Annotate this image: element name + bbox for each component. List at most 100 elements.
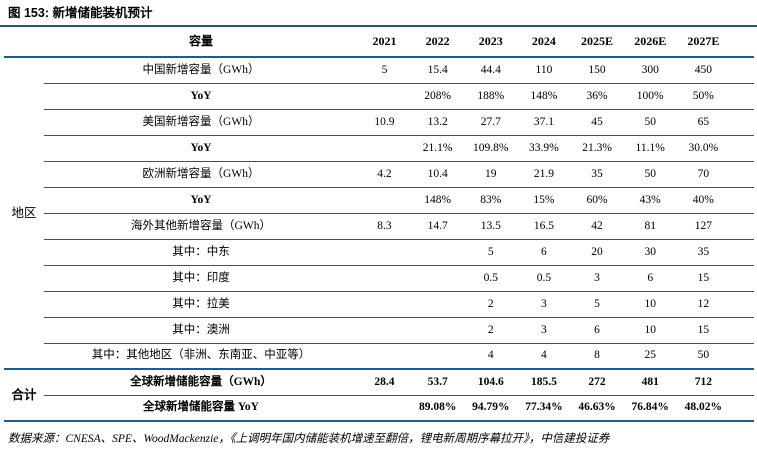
value-cell: 20 — [570, 238, 624, 265]
value-cell: 15.4 — [411, 56, 465, 83]
value-cell: 50 — [623, 108, 677, 135]
value-cell: 6 — [570, 316, 624, 343]
year-header: 2027E — [676, 27, 730, 58]
value-cell: 53.7 — [411, 368, 465, 395]
value-cell: 0.5 — [464, 264, 518, 291]
value-cell: 5 — [464, 238, 518, 265]
table-row-global-total-yoy: 全球新增储能容量 YoY 89.08% 94.79% 77.34% 46.63%… — [4, 394, 754, 422]
value-cell: 2 — [464, 316, 518, 343]
value-cell: 8.3 — [357, 212, 412, 239]
value-cell: 188% — [464, 82, 518, 109]
row-label: 海外其他新增容量（GWh） — [44, 212, 358, 239]
value-cell: 81 — [623, 212, 677, 239]
value-cell: 3 — [570, 264, 624, 291]
table-header-row: 容量 2021 2022 2023 2024 2025E 2026E 2027E — [4, 27, 754, 58]
value-cell: 12 — [676, 290, 730, 317]
spacer-cell — [729, 342, 754, 369]
value-cell: 15% — [517, 186, 571, 213]
value-cell: 21.1% — [411, 134, 465, 161]
value-cell: 185.5 — [517, 368, 571, 395]
value-cell: 150 — [570, 56, 624, 83]
value-cell: 10 — [623, 316, 677, 343]
spacer-cell — [729, 238, 754, 265]
value-cell: 100% — [623, 82, 677, 109]
value-cell: 450 — [676, 56, 730, 83]
year-header: 2023 — [464, 27, 518, 58]
table-row-latam: 其中：拉美 2 3 5 10 12 — [4, 290, 754, 317]
value-cell: 45 — [570, 108, 624, 135]
value-cell: 3 — [517, 316, 571, 343]
value-cell: 89.08% — [411, 394, 465, 422]
table-row-europe-yoy: YoY 148% 83% 15% 60% 43% 40% — [4, 186, 754, 213]
value-cell: 40% — [676, 186, 730, 213]
value-cell: 208% — [411, 82, 465, 109]
table-row-china: 地区 中国新增容量（GWh） 5 15.4 44.4 110 150 300 4… — [4, 56, 754, 369]
value-cell: 60% — [570, 186, 624, 213]
value-cell: 5 — [570, 290, 624, 317]
table-row-us: 美国新增容量（GWh） 10.9 13.2 27.7 37.1 45 50 65 — [4, 108, 754, 135]
spacer-cell — [729, 368, 754, 395]
year-header: 2021 — [357, 27, 412, 58]
value-cell — [357, 290, 412, 317]
year-header: 2022 — [411, 27, 465, 58]
value-cell: 712 — [676, 368, 730, 395]
figure-title: 图 153: 新增储能装机预计 — [0, 4, 757, 27]
value-cell — [357, 394, 412, 422]
value-cell: 10.9 — [357, 108, 412, 135]
value-cell — [357, 264, 412, 291]
value-cell: 148% — [517, 82, 571, 109]
region-group-label: 地区 — [4, 56, 45, 369]
value-cell: 5 — [357, 56, 412, 83]
value-cell — [411, 264, 465, 291]
value-cell — [357, 316, 412, 343]
spacer-cell — [729, 186, 754, 213]
value-cell — [357, 82, 412, 109]
value-cell: 37.1 — [517, 108, 571, 135]
row-label: 全球新增储能容量（GWh） — [44, 368, 358, 395]
spacer-cell — [729, 394, 754, 422]
value-cell — [357, 342, 412, 369]
value-cell: 94.79% — [464, 394, 518, 422]
capacity-header: 容量 — [44, 27, 358, 58]
value-cell: 2 — [464, 290, 518, 317]
value-cell: 19 — [464, 160, 518, 187]
spacer-cell — [729, 56, 754, 83]
value-cell: 104.6 — [464, 368, 518, 395]
row-label: YoY — [44, 82, 358, 109]
value-cell: 46.63% — [570, 394, 624, 422]
value-cell — [411, 316, 465, 343]
row-label: 其中：印度 — [44, 264, 358, 291]
value-cell: 21.3% — [570, 134, 624, 161]
value-cell — [411, 342, 465, 369]
row-label: 其中：澳洲 — [44, 316, 358, 343]
row-label: 欧洲新增容量（GWh） — [44, 160, 358, 187]
year-header: 2026E — [623, 27, 677, 58]
data-source-note: 数据来源：CNESA、SPE、WoodMackenzie，《上调明年国内储能装机… — [8, 433, 610, 445]
value-cell: 25 — [623, 342, 677, 369]
value-cell: 4.2 — [357, 160, 412, 187]
value-cell: 110 — [517, 56, 571, 83]
value-cell: 30.0% — [676, 134, 730, 161]
value-cell: 10.4 — [411, 160, 465, 187]
table-row-other-regions: 其中：其他地区（非洲、东南亚、中亚等） 4 4 8 25 50 — [4, 342, 754, 369]
value-cell: 0.5 — [517, 264, 571, 291]
year-header: 2025E — [570, 27, 624, 58]
value-cell — [357, 134, 412, 161]
value-cell: 11.1% — [623, 134, 677, 161]
value-cell: 300 — [623, 56, 677, 83]
storage-forecast-table: 容量 2021 2022 2023 2024 2025E 2026E 2027E… — [4, 27, 754, 422]
value-cell: 4 — [464, 342, 518, 369]
value-cell: 65 — [676, 108, 730, 135]
value-cell: 48.02% — [676, 394, 730, 422]
spacer-cell — [729, 134, 754, 161]
value-cell: 15 — [676, 316, 730, 343]
value-cell: 8 — [570, 342, 624, 369]
spacer-cell — [729, 212, 754, 239]
value-cell: 50 — [676, 342, 730, 369]
value-cell: 21.9 — [517, 160, 571, 187]
value-cell: 109.8% — [464, 134, 518, 161]
value-cell: 83% — [464, 186, 518, 213]
table-row-us-yoy: YoY 21.1% 109.8% 33.9% 21.3% 11.1% 30.0% — [4, 134, 754, 161]
value-cell: 4 — [517, 342, 571, 369]
value-cell: 6 — [517, 238, 571, 265]
